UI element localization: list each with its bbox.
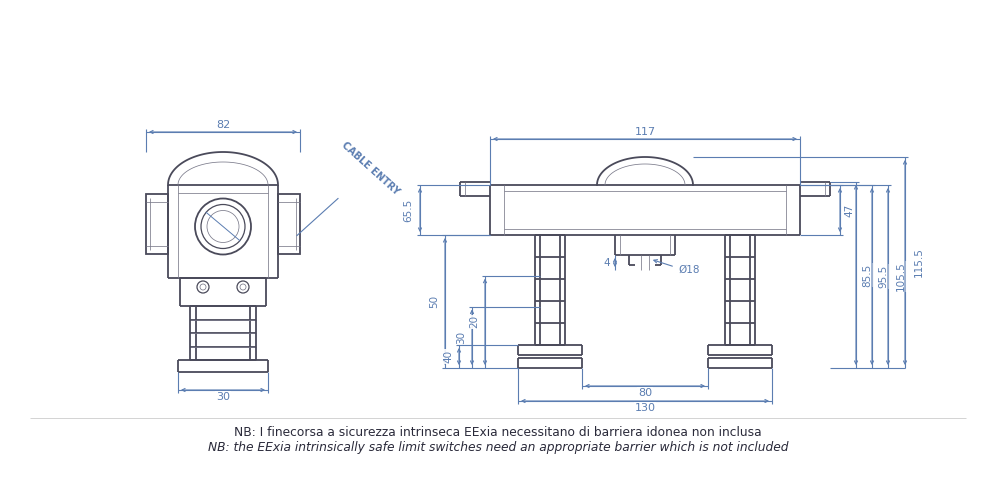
Text: 4: 4 (604, 258, 610, 268)
Bar (278, 194, 300, 254)
Text: 30: 30 (456, 330, 466, 344)
Text: 47: 47 (844, 204, 854, 216)
Text: 82: 82 (216, 120, 230, 130)
Text: CABLE ENTRY: CABLE ENTRY (340, 140, 401, 196)
Text: 50: 50 (429, 295, 439, 308)
Text: 117: 117 (634, 127, 655, 137)
Text: NB: I finecorsa a sicurezza intrinseca EExia necessitano di barriera idonea non : NB: I finecorsa a sicurezza intrinseca E… (234, 426, 762, 438)
Text: NB: the EExia intrinsically safe limit switches need an appropriate barrier whic: NB: the EExia intrinsically safe limit s… (208, 442, 788, 454)
Text: 20: 20 (469, 316, 479, 328)
Text: 105.5: 105.5 (896, 262, 906, 292)
Text: 85.5: 85.5 (862, 264, 872, 286)
Text: Ø18: Ø18 (678, 265, 699, 275)
Text: 65.5: 65.5 (403, 198, 413, 222)
Text: 95.5: 95.5 (878, 265, 888, 288)
Text: 115.5: 115.5 (914, 248, 924, 278)
Text: 40: 40 (443, 350, 453, 363)
Bar (146, 194, 168, 254)
Text: 80: 80 (637, 388, 652, 398)
Text: 130: 130 (634, 403, 655, 413)
Text: 30: 30 (216, 392, 230, 402)
